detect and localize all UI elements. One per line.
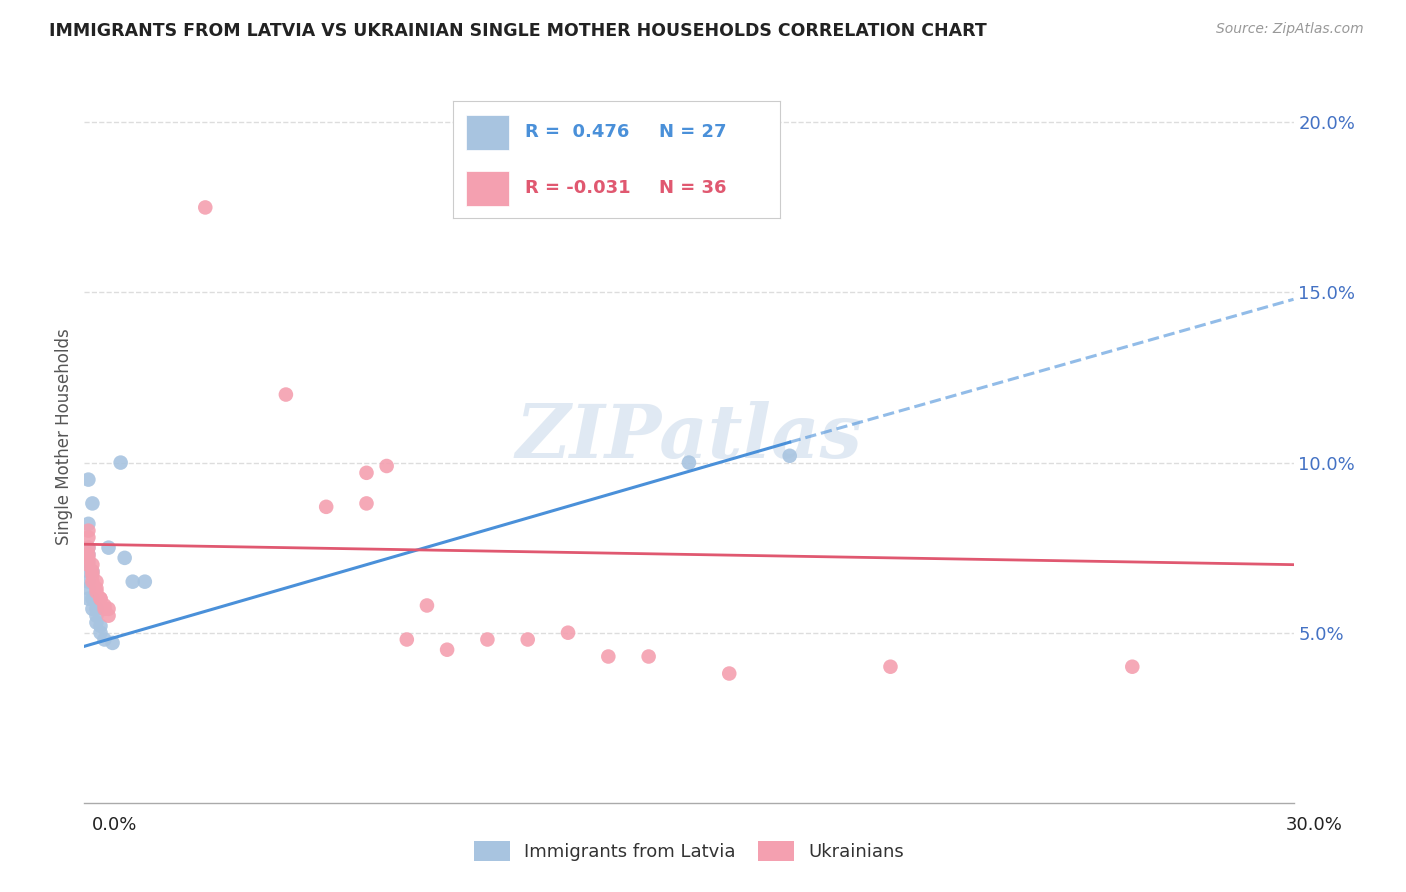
Point xyxy=(86,582,108,596)
Point xyxy=(395,632,418,647)
Point xyxy=(598,649,620,664)
Point xyxy=(89,619,111,633)
Point xyxy=(77,548,100,562)
Point xyxy=(97,541,120,555)
Point xyxy=(637,649,659,664)
Point xyxy=(77,582,100,596)
Point xyxy=(93,602,115,616)
Point xyxy=(97,602,120,616)
Point xyxy=(315,500,337,514)
Point xyxy=(779,449,801,463)
Text: Source: ZipAtlas.com: Source: ZipAtlas.com xyxy=(1216,22,1364,37)
Point xyxy=(718,666,741,681)
Point xyxy=(86,602,108,616)
Point xyxy=(82,565,104,579)
Point xyxy=(77,531,100,545)
Text: IMMIGRANTS FROM LATVIA VS UKRAINIAN SINGLE MOTHER HOUSEHOLDS CORRELATION CHART: IMMIGRANTS FROM LATVIA VS UKRAINIAN SING… xyxy=(49,22,987,40)
Point xyxy=(89,591,111,606)
Point xyxy=(77,574,100,589)
Point xyxy=(356,466,378,480)
Point xyxy=(101,636,124,650)
Point xyxy=(86,608,108,623)
Point xyxy=(77,524,100,538)
Point xyxy=(557,625,579,640)
Point xyxy=(436,642,458,657)
Point xyxy=(356,496,378,510)
Point xyxy=(375,458,398,473)
Point xyxy=(114,550,136,565)
Point xyxy=(86,574,108,589)
Point xyxy=(97,608,120,623)
Text: ZIPatlas: ZIPatlas xyxy=(516,401,862,474)
Point xyxy=(678,456,700,470)
Y-axis label: Single Mother Households: Single Mother Households xyxy=(55,329,73,545)
Point xyxy=(77,558,100,572)
Point xyxy=(82,496,104,510)
Point xyxy=(77,565,100,579)
Point xyxy=(194,201,217,215)
Point xyxy=(516,632,538,647)
Point xyxy=(77,550,100,565)
Point xyxy=(77,554,100,568)
Point xyxy=(134,574,156,589)
Legend: Immigrants from Latvia, Ukrainians: Immigrants from Latvia, Ukrainians xyxy=(468,835,910,867)
Point xyxy=(77,516,100,531)
Text: 30.0%: 30.0% xyxy=(1286,816,1343,834)
Point xyxy=(110,456,132,470)
Point xyxy=(274,387,297,401)
Point xyxy=(82,558,104,572)
Point xyxy=(86,615,108,630)
Point xyxy=(82,567,104,582)
Point xyxy=(77,591,100,606)
Point xyxy=(1121,659,1143,673)
Point xyxy=(477,632,499,647)
Point xyxy=(879,659,901,673)
Point xyxy=(93,599,115,613)
Point xyxy=(82,602,104,616)
Point xyxy=(77,548,100,562)
Point xyxy=(82,591,104,606)
Point xyxy=(82,574,104,589)
Point xyxy=(89,591,111,606)
Point xyxy=(82,565,104,579)
Text: 0.0%: 0.0% xyxy=(91,816,136,834)
Point xyxy=(77,473,100,487)
Point xyxy=(89,625,111,640)
Point xyxy=(77,541,100,555)
Point xyxy=(86,585,108,599)
Point xyxy=(93,632,115,647)
Point xyxy=(416,599,439,613)
Point xyxy=(121,574,143,589)
Point xyxy=(77,541,100,555)
